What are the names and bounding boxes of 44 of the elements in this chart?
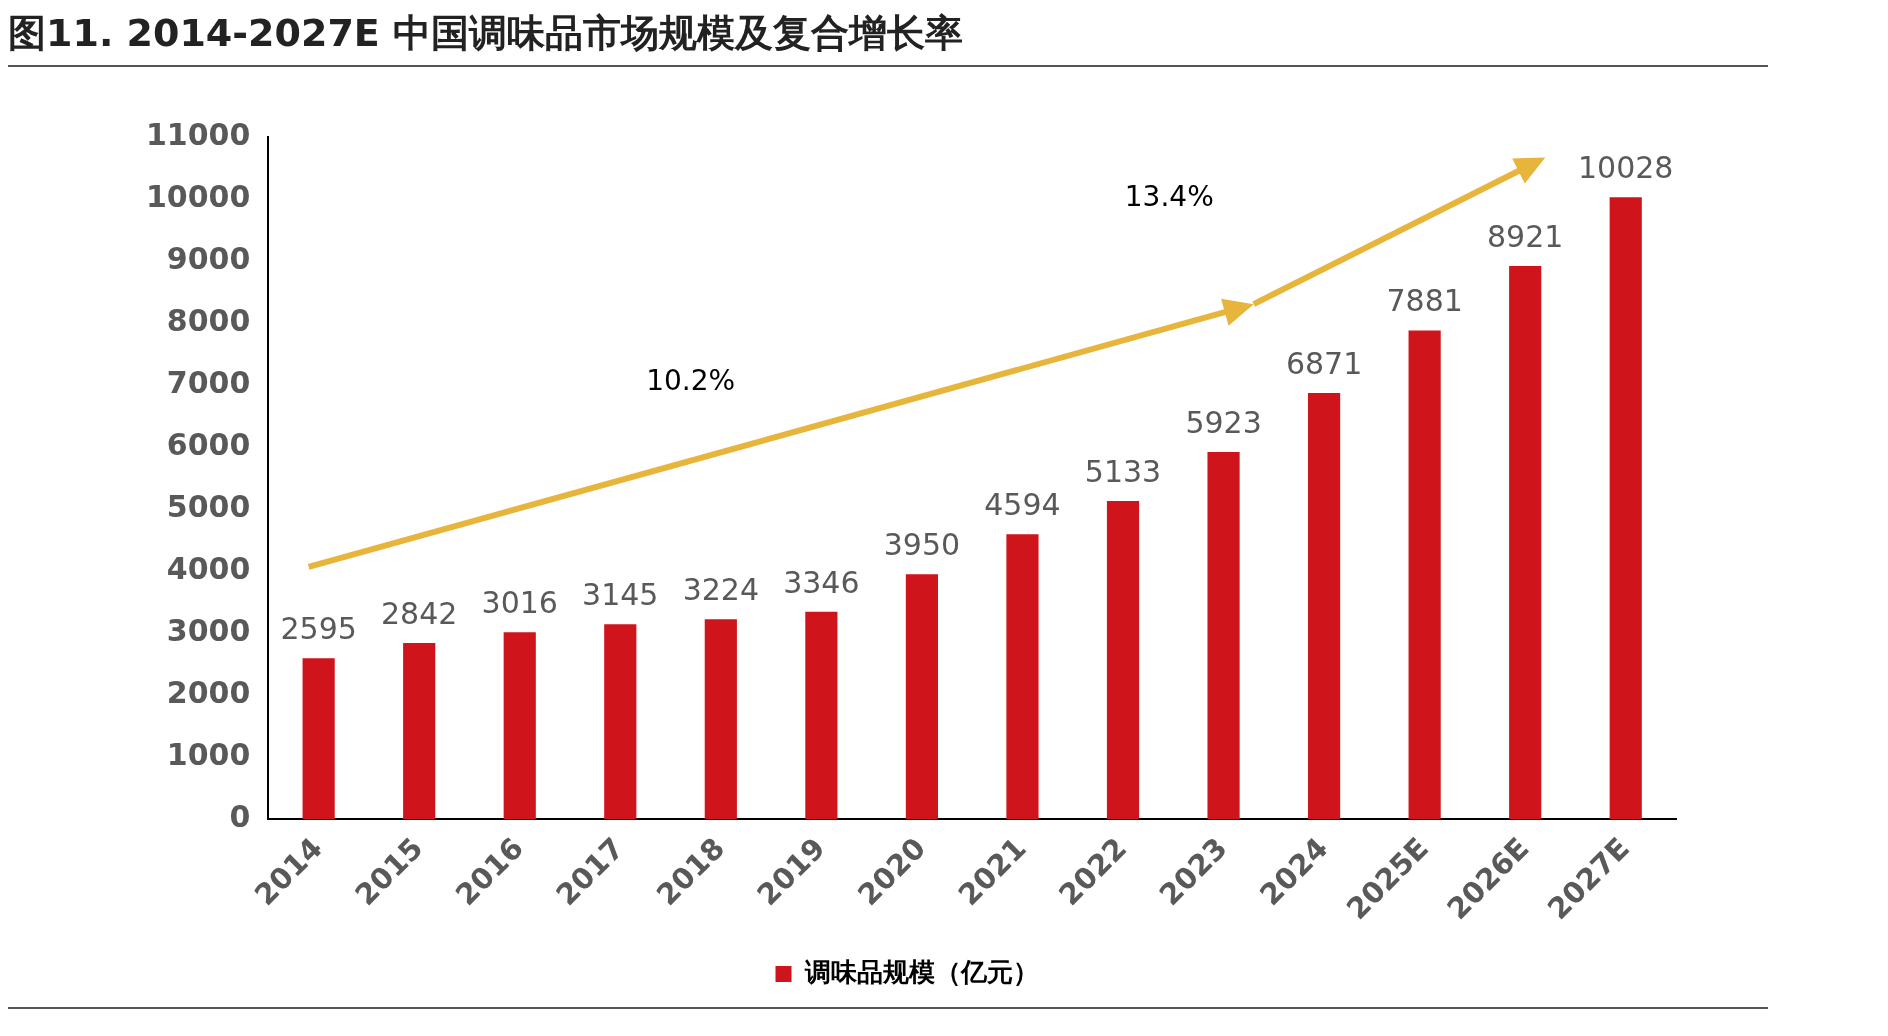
y-tick-label: 10000 xyxy=(146,178,251,214)
bar xyxy=(403,643,436,820)
chart-title: 图11. 2014-2027E 中国调味品市场规模及复合增长率 xyxy=(8,8,1768,67)
bar xyxy=(704,619,737,820)
y-tick-label: 3000 xyxy=(166,613,251,649)
y-tick-label: 6000 xyxy=(166,426,251,462)
bar xyxy=(1207,451,1240,820)
y-tick-label: 9000 xyxy=(166,240,251,276)
bar xyxy=(1006,534,1039,820)
data-label: 8921 xyxy=(1487,218,1564,254)
bar xyxy=(905,574,938,820)
y-tick-label: 1000 xyxy=(166,737,251,773)
data-label: 5133 xyxy=(1084,453,1162,489)
bar xyxy=(604,624,637,820)
data-label: 2842 xyxy=(381,595,458,631)
y-tick-label: 0 xyxy=(229,799,251,835)
data-label: 3145 xyxy=(582,577,659,613)
y-tick-label: 4000 xyxy=(166,551,251,586)
data-label: 4594 xyxy=(984,487,1061,523)
bar xyxy=(1106,500,1140,820)
data-label: 3346 xyxy=(783,564,860,600)
data-label: 7881 xyxy=(1386,283,1463,319)
y-tick-label: 2000 xyxy=(166,675,251,711)
bar xyxy=(1609,197,1642,820)
data-label: 3016 xyxy=(481,585,558,621)
bar xyxy=(1509,265,1542,820)
y-tick-label: 8000 xyxy=(166,302,251,338)
bar xyxy=(302,658,335,820)
data-label: 3950 xyxy=(883,527,961,563)
bar xyxy=(503,632,536,820)
legend-label: 调味品规模（亿元） xyxy=(803,956,1039,987)
data-label: 2595 xyxy=(280,611,357,647)
annotation: 13.4% xyxy=(1124,179,1214,213)
y-tick-label: 5000 xyxy=(166,488,251,524)
y-tick-label: 7000 xyxy=(166,364,251,400)
y-tick-label: 11000 xyxy=(146,116,251,152)
bar xyxy=(805,611,838,820)
bar xyxy=(1408,330,1441,820)
annotation: 10.2% xyxy=(646,363,736,397)
data-label: 5923 xyxy=(1185,404,1262,440)
bar xyxy=(1308,393,1341,820)
data-label: 10028 xyxy=(1578,150,1674,186)
data-label: 6871 xyxy=(1285,345,1363,381)
data-label: 3224 xyxy=(682,572,759,608)
